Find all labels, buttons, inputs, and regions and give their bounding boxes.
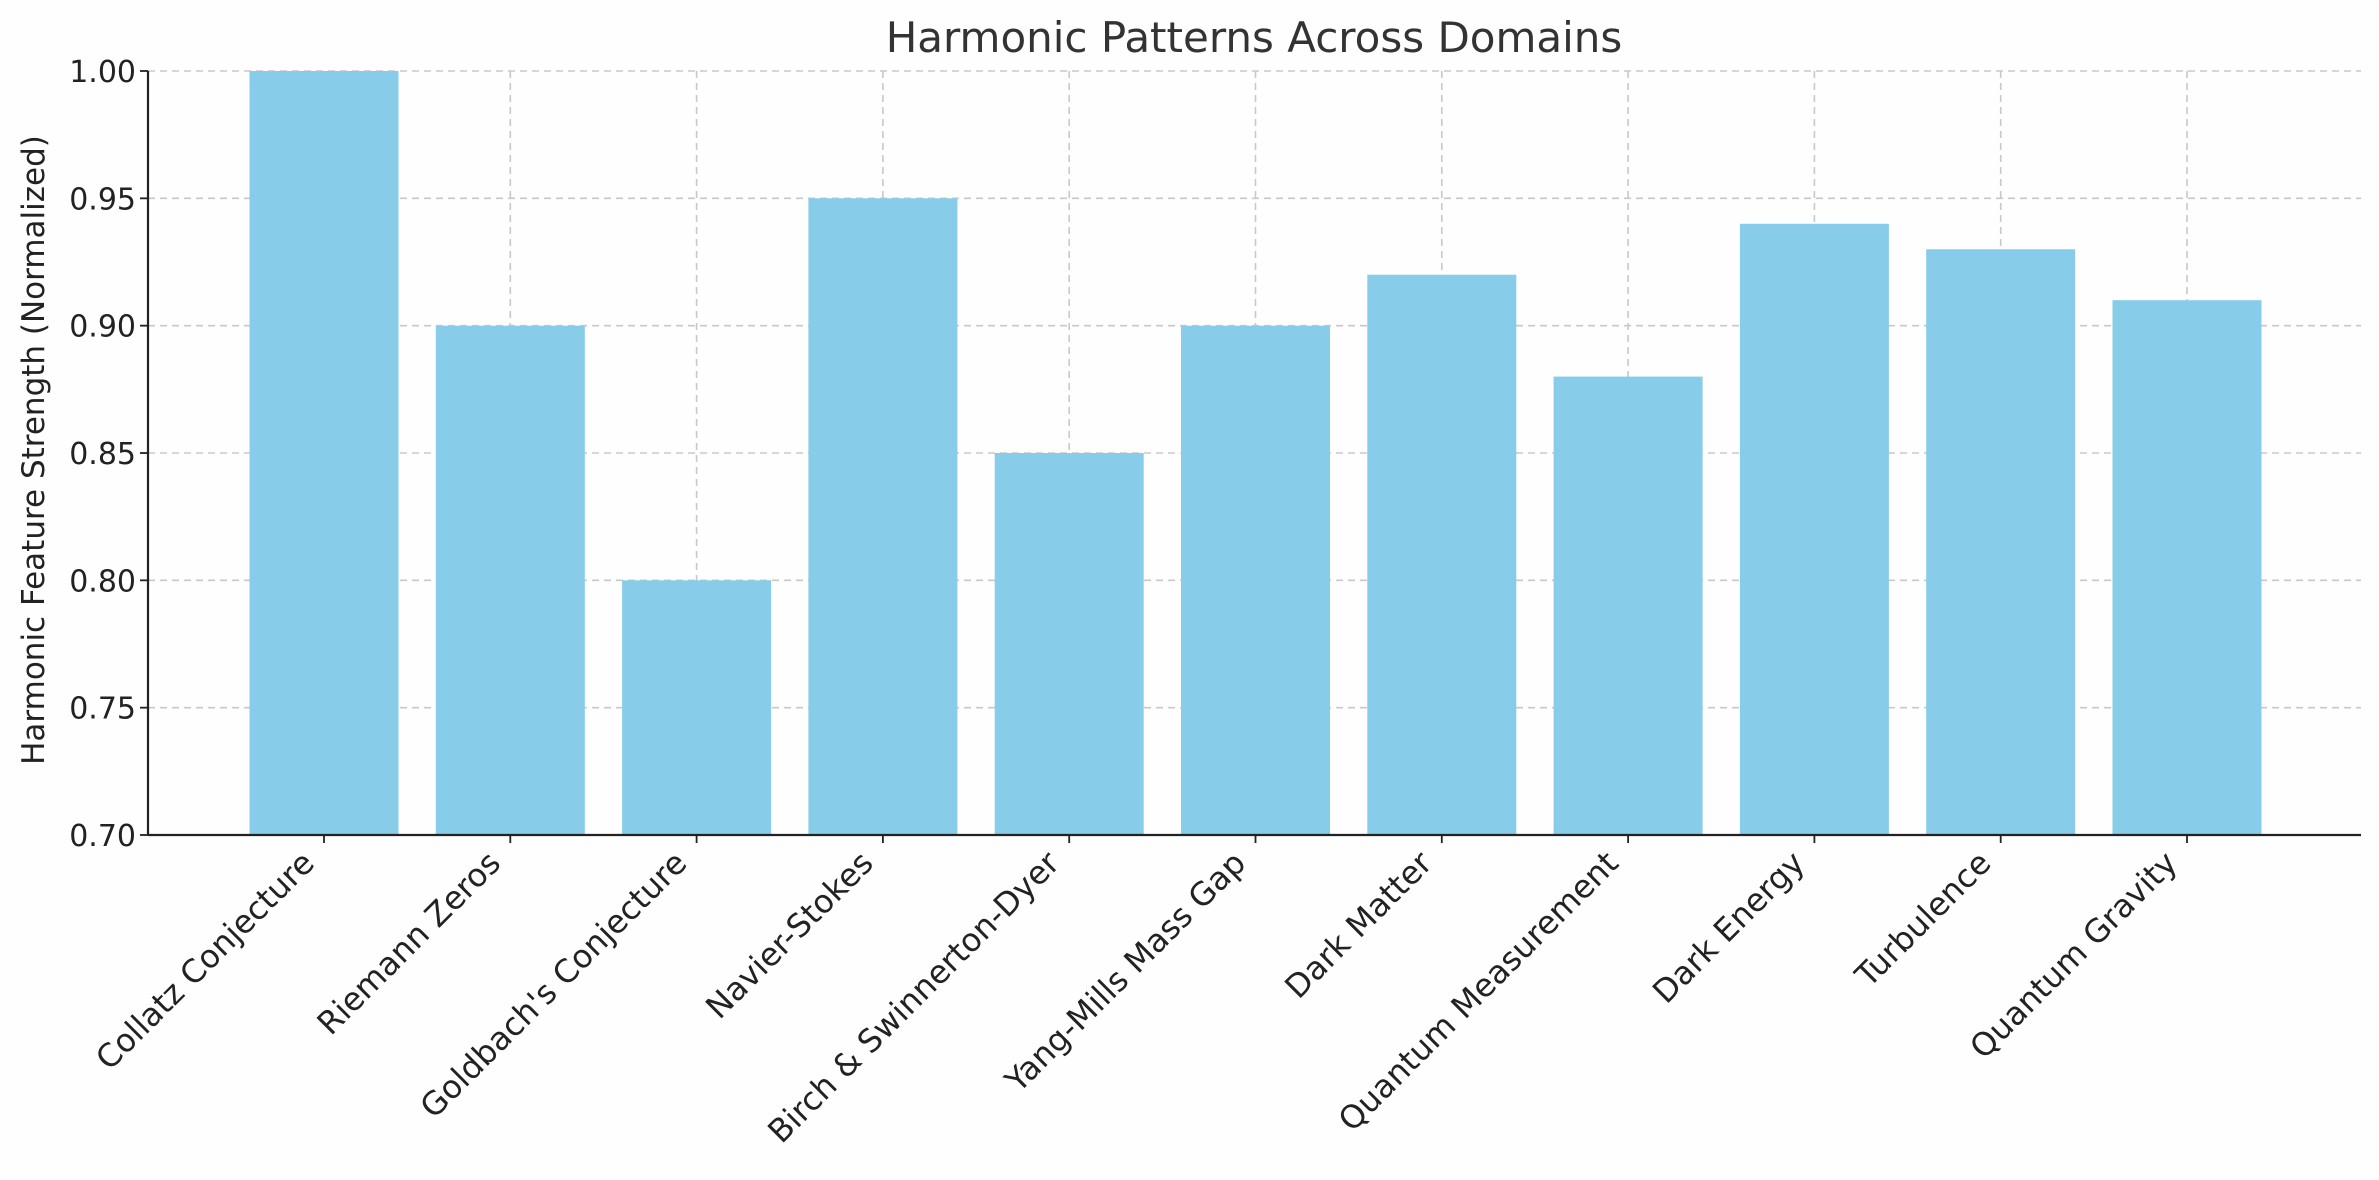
chart-title: Harmonic Patterns Across Domains [886, 13, 1623, 62]
y-tick-label: 0.70 [69, 819, 136, 854]
y-axis-ticks: 0.70 0.75 0.80 0.85 0.90 0.95 1.00 [69, 55, 148, 854]
y-tick-label: 1.00 [69, 55, 136, 90]
bar [808, 198, 958, 836]
bars [249, 71, 2262, 836]
x-tick-label: Turbulence [1847, 844, 1998, 995]
x-tick-label: Collatz Conjecture [88, 844, 321, 1077]
x-tick-label: Quantum Gravity [1962, 844, 2184, 1066]
x-tick-label: Dark Energy [1645, 844, 1812, 1011]
bar [1926, 249, 2076, 835]
bar [1367, 274, 1517, 835]
bar [1553, 376, 1703, 835]
y-tick-label: 0.85 [69, 437, 136, 472]
y-axis-label: Harmonic Feature Strength (Normalized) [16, 135, 52, 765]
bar [622, 580, 772, 835]
x-tick-label: Dark Matter [1277, 843, 1440, 1006]
y-tick-label: 0.90 [69, 310, 136, 345]
bar [249, 71, 399, 835]
x-tick-label: Birch & Swinnerton-Dyer [760, 843, 1067, 1150]
bar [994, 453, 1144, 835]
x-tick-label: Navier-Stokes [698, 844, 880, 1026]
y-tick-label: 0.80 [69, 564, 136, 599]
x-tick-label: Riemann Zeros [310, 844, 508, 1042]
y-tick-label: 0.95 [69, 182, 136, 217]
bar [435, 325, 585, 835]
bar [2112, 300, 2262, 835]
bar [1739, 223, 1889, 836]
y-tick-label: 0.75 [69, 692, 136, 727]
bar [1181, 325, 1330, 835]
